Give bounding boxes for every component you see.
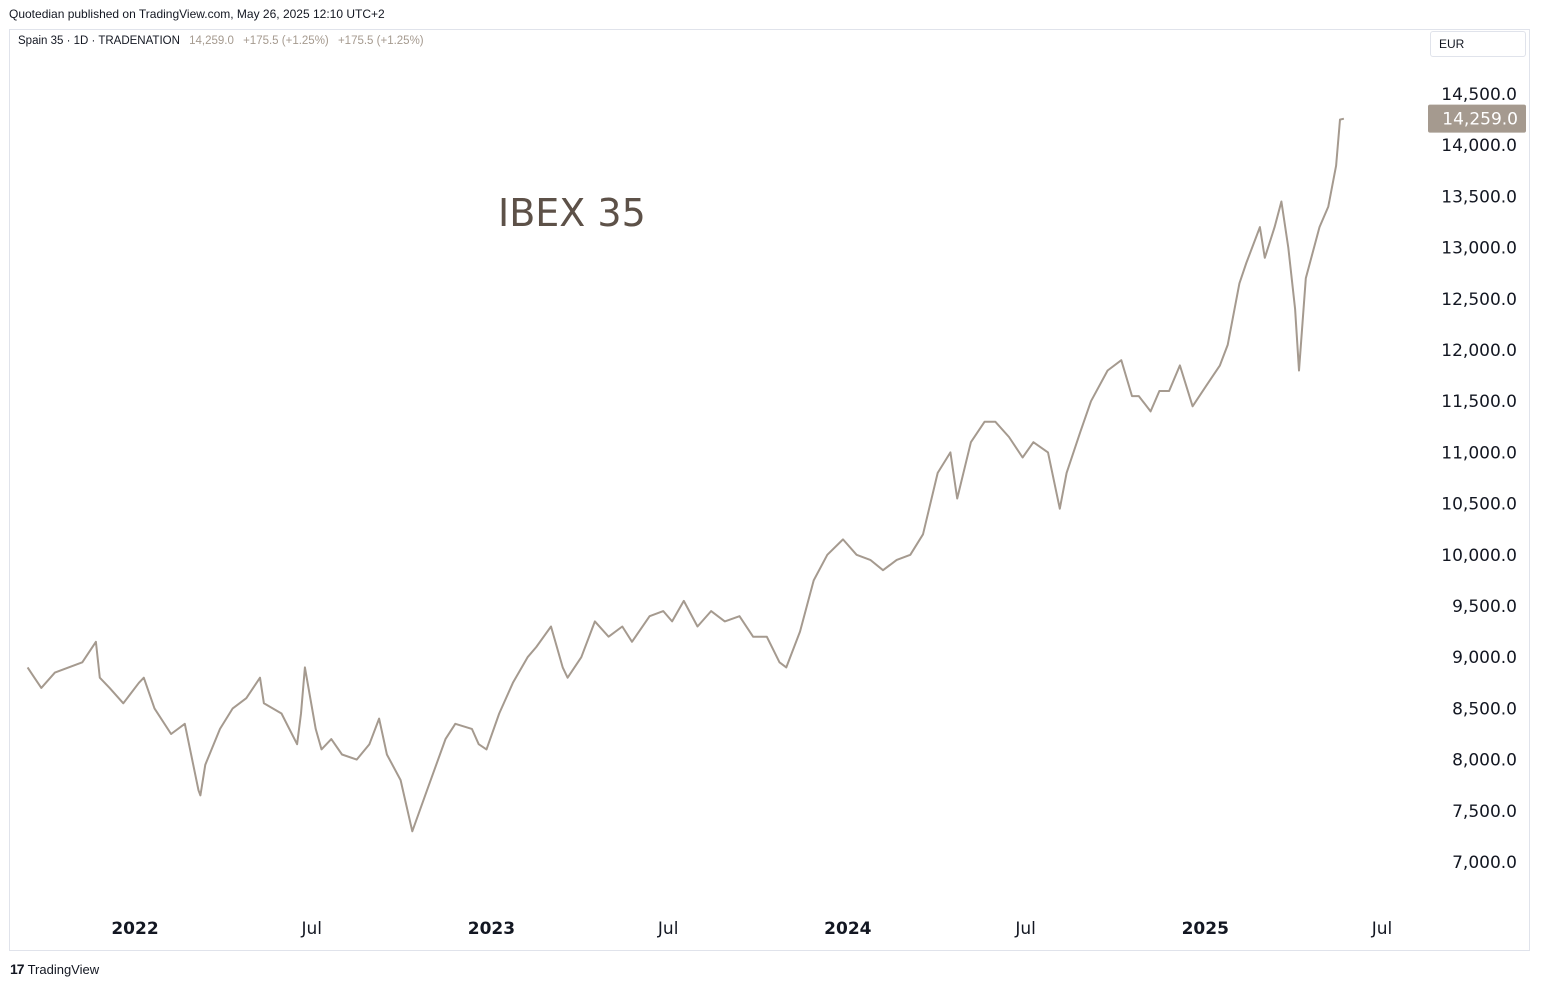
chart-frame	[9, 29, 1530, 951]
x-tick-label: 2025	[1182, 919, 1229, 939]
y-tick-label: 8,000.0	[1452, 751, 1517, 771]
symbol-legend: Spain 35 · 1D · TRADENATION 14,259.0 +17…	[18, 35, 424, 47]
y-tick-label: 7,500.0	[1452, 802, 1517, 822]
last-price-value: 14,259.0	[189, 35, 234, 47]
symbol-info[interactable]: Spain 35 · 1D · TRADENATION	[18, 35, 180, 47]
y-tick-label: 7,000.0	[1452, 853, 1517, 873]
price-series-line	[26, 117, 1345, 833]
published-caption: Quotedian published on TradingView.com, …	[9, 7, 385, 21]
y-axis: 14,500.0 14,000.0 13,500.0 13,000.0 12,500.0…	[1441, 85, 1517, 873]
chart-title: IBEX 35	[498, 191, 646, 235]
x-tick-label: 2022	[111, 919, 158, 939]
y-tick-label: 9,500.0	[1452, 597, 1517, 617]
last-price-tag-bg	[1428, 104, 1526, 133]
x-tick-label: Jul	[657, 919, 679, 939]
last-price-tag: 14,259.0	[1428, 104, 1526, 133]
y-tick-label: 11,500.0	[1441, 392, 1517, 412]
y-tick-label: 14,000.0	[1441, 136, 1517, 156]
y-tick-label: 13,500.0	[1441, 187, 1517, 207]
currency-selector[interactable]: EUR	[1430, 31, 1526, 57]
y-tick-label: 13,000.0	[1441, 239, 1517, 259]
y-tick-label: 10,500.0	[1441, 495, 1517, 515]
x-tick-label: 2024	[824, 919, 871, 939]
x-tick-label: Jul	[1014, 919, 1036, 939]
y-tick-label: 12,000.0	[1441, 341, 1517, 361]
y-tick-label: 12,500.0	[1441, 290, 1517, 310]
y-tick-label: 9,000.0	[1452, 648, 1517, 668]
x-tick-label: Jul	[1371, 919, 1393, 939]
y-tick-label: 11,000.0	[1441, 443, 1517, 463]
x-axis: 2022 Jul 2023 Jul 2024 Jul 2025 Jul	[111, 919, 1392, 939]
change-value-secondary: +175.5 (+1.25%)	[337, 35, 424, 47]
tradingview-logo-icon: 17	[10, 961, 25, 977]
y-tick-label: 14,500.0	[1441, 85, 1517, 105]
last-price-tag-label: 14,259.0	[1442, 110, 1518, 130]
footer-brand: 17 TradingView	[10, 961, 99, 977]
tradingview-brand: TradingView	[27, 961, 100, 977]
x-tick-label: Jul	[300, 919, 322, 939]
y-tick-label: 8,500.0	[1452, 699, 1517, 719]
change-value: +175.5 (+1.25%)	[243, 35, 329, 47]
y-tick-label: 10,000.0	[1441, 546, 1517, 566]
x-tick-label: 2023	[468, 919, 515, 939]
